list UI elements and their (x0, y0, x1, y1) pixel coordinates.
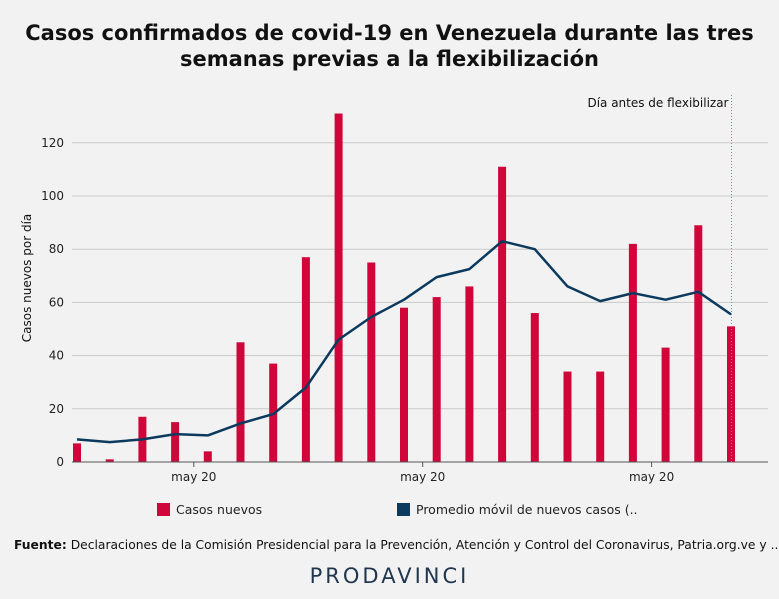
bar-10 (400, 307, 408, 462)
bar-0 (73, 443, 81, 462)
x-tick-label-0: may 20 (171, 470, 216, 484)
y-tick-label-120: 120 (41, 136, 64, 150)
bar-3 (171, 422, 180, 462)
bar-4 (203, 451, 212, 462)
bar-17 (628, 243, 637, 462)
bar-11 (432, 297, 441, 462)
bar-12 (465, 286, 474, 462)
chart-plot: 0 20 40 60 80 100 120 may 20 may 20 may 20 Día a… (20, 95, 768, 484)
y-tick-label-40: 40 (49, 349, 64, 363)
legend-label-casos-nuevos: Casos nuevos (176, 502, 263, 517)
bar-16 (596, 371, 605, 462)
legend-item-casos-nuevos[interactable]: Casos nuevos (157, 502, 262, 517)
y-tick-label-80: 80 (49, 242, 64, 256)
chart-title: Casos confirmados de covid-19 en Venezue… (0, 20, 779, 72)
bar-8 (334, 113, 343, 462)
annotation-label: Día antes de flexibilizar (587, 96, 728, 110)
source-label: Fuente: (14, 538, 67, 552)
line-promedio-movil (76, 239, 732, 444)
legend-swatch-promedio-movil (397, 503, 410, 516)
legend-swatch-casos-nuevos (157, 503, 170, 516)
bar-9 (367, 262, 376, 462)
legend: Casos nuevos Promedio móvil de nuevos ca… (0, 502, 779, 522)
bar-14 (530, 313, 539, 462)
source-note: Fuente: Declaraciones de la Comisión Pre… (14, 538, 778, 552)
y-tick-label-60: 60 (49, 295, 64, 309)
x-tick-label-1: may 20 (400, 470, 445, 484)
bar-20 (727, 326, 735, 462)
brand-logo: PRODAVINCI (309, 564, 470, 588)
bar-13 (498, 166, 507, 463)
source-text: Declaraciones de la Comisión Presidencia… (70, 538, 779, 552)
bar-19 (694, 225, 703, 462)
legend-label-promedio-movil: Promedio móvil de nuevos casos (.. (416, 502, 638, 517)
bar-7 (301, 257, 310, 462)
x-tick-label-2: may 20 (629, 470, 674, 484)
y-tick-labels: 0 20 40 60 80 100 120 (41, 136, 64, 469)
bar-15 (563, 371, 572, 462)
chart-title-line1: Casos confirmados de covid-19 en Venezue… (25, 21, 754, 45)
y-axis-title: Casos nuevos por día (20, 214, 34, 343)
annotation: Día antes de flexibilizar (587, 95, 732, 462)
bars-casos-nuevos (73, 113, 735, 463)
bar-1 (105, 459, 114, 462)
y-tick-label-0: 0 (56, 455, 64, 469)
y-tick-label-100: 100 (41, 189, 64, 203)
x-axis: may 20 may 20 may 20 (72, 461, 768, 484)
legend-item-promedio-movil[interactable]: Promedio móvil de nuevos casos (.. (397, 502, 638, 517)
chart-title-line2: semanas previas a la flexibilización (180, 47, 599, 71)
bar-5 (236, 342, 245, 462)
y-tick-label-20: 20 (49, 402, 64, 416)
bar-18 (661, 347, 670, 462)
